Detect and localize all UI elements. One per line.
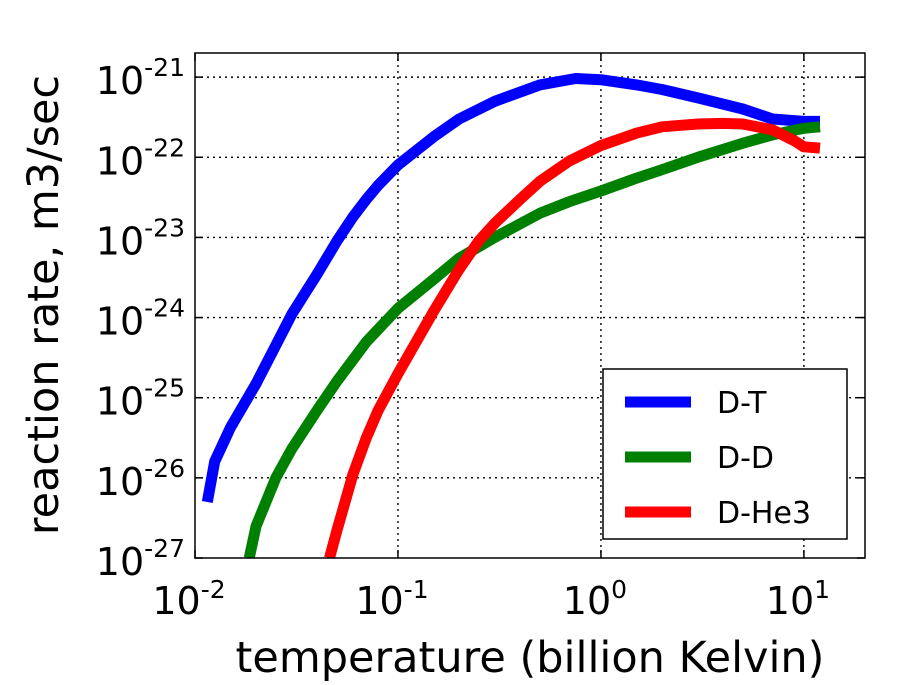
y-tick-label: 10-27 xyxy=(96,534,185,584)
x-tick-label: 101 xyxy=(766,575,830,623)
y-tick-label: 10-22 xyxy=(96,133,185,183)
plot-frame xyxy=(194,52,866,559)
y-axis-title: reaction rate, m3/sec xyxy=(19,75,69,535)
y-tick-labels: 10-27 10-26 10-25 10-24 10-23 10-22 10-21 xyxy=(96,53,185,584)
legend-label: D-He3 xyxy=(717,496,811,531)
y-tick-label: 10-23 xyxy=(96,213,185,263)
series-line-d-d xyxy=(243,121,821,558)
x-tick-label: 10-1 xyxy=(355,575,428,623)
series-line-d-t xyxy=(201,73,820,503)
legend-label: D-D xyxy=(717,441,774,476)
x-tick-labels: 10-2 10-1 100 101 xyxy=(152,575,830,623)
x-tick-label: 100 xyxy=(563,575,627,623)
series-line-d-he3 xyxy=(324,117,821,558)
y-tick-label: 10-26 xyxy=(96,454,185,504)
x-tick-label: 10-2 xyxy=(152,575,225,623)
legend: D-T D-D D-He3 xyxy=(602,368,848,540)
legend-label: D-T xyxy=(717,386,767,421)
y-tick-label: 10-25 xyxy=(96,374,185,424)
y-tick-label: 10-24 xyxy=(96,294,185,344)
tick-layer xyxy=(194,53,865,559)
series-layer xyxy=(201,73,821,558)
x-axis-title: temperature (billion Kelvin) xyxy=(236,633,825,683)
y-tick-label: 10-21 xyxy=(96,53,185,103)
